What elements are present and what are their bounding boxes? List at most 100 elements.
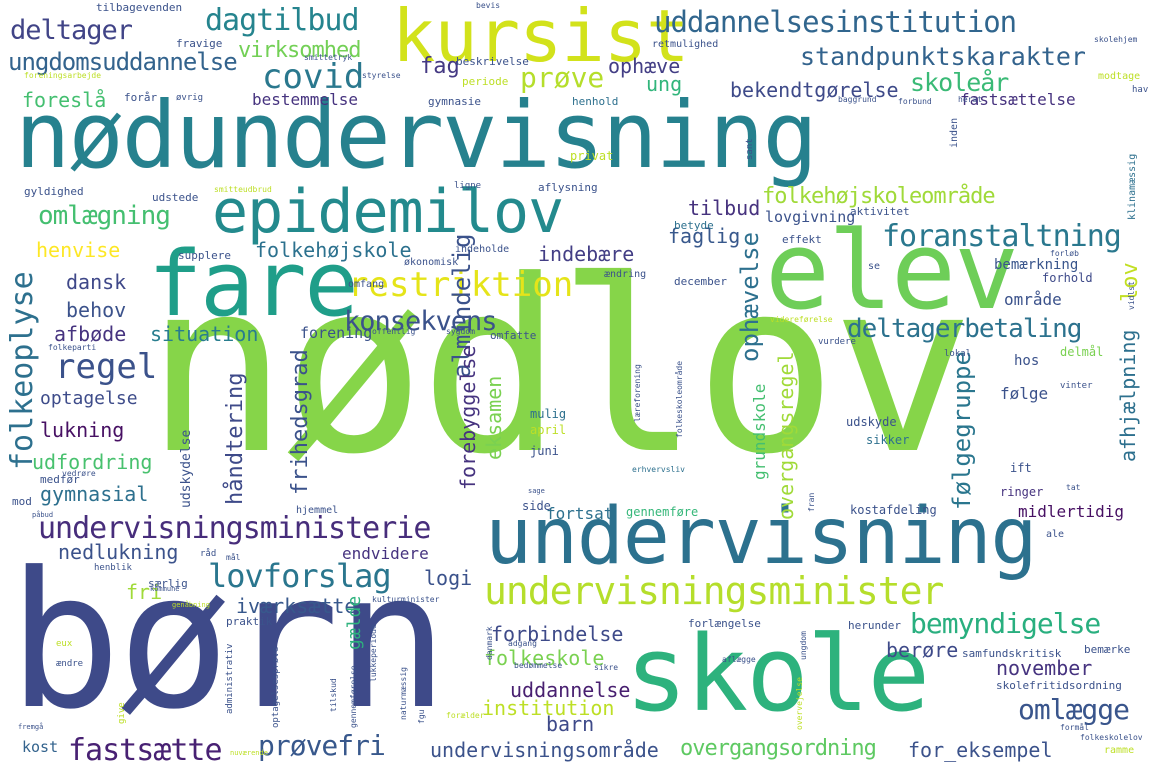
word-omfang: omfang: [348, 279, 385, 290]
word-udskydelse: udskydelse: [179, 429, 194, 508]
word-henblik: henblik: [94, 563, 132, 573]
word-omlaegge: omlægge: [1018, 693, 1130, 726]
word-ivaerksaette: iværksætte: [236, 594, 357, 618]
word-formal: formål: [1060, 723, 1089, 732]
word-nedlukning: nedlukning: [58, 540, 179, 564]
word-indeholde: indeholde: [455, 244, 510, 255]
word-logi: logi: [424, 566, 473, 590]
word-indebaere: indebære: [538, 242, 635, 266]
word-endvidere: endvidere: [342, 544, 429, 563]
word-aflaegge: aflægge: [722, 655, 756, 664]
word-gennemfore: gennemføre: [626, 505, 699, 519]
word-folgegruppe: følgegruppe: [948, 351, 976, 510]
word-prove: prøve: [520, 61, 605, 94]
word-henhold: henhold: [572, 95, 619, 108]
word-undervisning: undervisning: [485, 492, 1038, 582]
word-foresla: foreslå: [22, 88, 107, 112]
word-medfor: medfør: [40, 473, 80, 486]
word-kostafdeling: kostafdeling: [850, 503, 937, 517]
word-folkeskolelov: folkeskolelov: [1080, 733, 1143, 742]
word-ophaeve: ophæve: [608, 54, 681, 78]
word-skolear: skoleår: [910, 68, 1009, 97]
word-klinamaessig: klinamæssig: [1127, 153, 1138, 220]
word-raad: råd: [200, 549, 217, 559]
word-nuvaerende: nuværende: [230, 749, 268, 757]
word-gennemforelse: gennemførelse: [349, 665, 358, 728]
word-kost: kost: [22, 738, 59, 756]
word-privat: privat: [570, 149, 614, 163]
word-lokal: lokal: [944, 349, 972, 359]
word-forebyggelse: forebyggelse: [456, 345, 480, 491]
word-sikker: sikker: [866, 433, 910, 447]
word-erhvervsliv: erhvervsliv: [632, 465, 685, 474]
word-folkeskoleomrade: folkeskoleområde: [675, 360, 684, 438]
word-grundskole: grundskole: [750, 383, 769, 480]
word-aflysning: aflysning: [538, 181, 598, 194]
word-deltagerbetaling: deltagerbetaling: [847, 314, 1082, 344]
word-for-eksempel: for_eksempel: [908, 738, 1053, 762]
word-ung: ung: [646, 72, 683, 96]
word-ungdomsuddannelse: ungdomsuddannelse: [8, 48, 238, 76]
word-modtage: modtage: [1098, 71, 1141, 82]
word-konsekvens: konsekvens: [344, 306, 498, 337]
word-folkeparti: folkeparti: [48, 343, 97, 352]
word-laereforening: læreforening: [633, 364, 642, 422]
word-deltager: deltager: [10, 15, 133, 46]
word-genabning: genåbning: [172, 601, 210, 609]
word-gymnasial: gymnasial: [40, 482, 149, 506]
word-skolefritidsordning: skolefritidsordning: [996, 679, 1122, 692]
word-handtering: håndtering: [223, 372, 248, 505]
word-regel: regel: [55, 347, 158, 387]
word-kursist: kursist: [392, 0, 689, 78]
word-side: side: [522, 499, 551, 513]
word-undervisningsministerie: undervisningsministerie: [38, 511, 431, 546]
word-vedrore: vedrøre: [62, 469, 96, 478]
word-bemaerke: bemærke: [1084, 643, 1131, 656]
word-beskrivelse: beskrivelse: [456, 55, 529, 68]
word-optagelsesprove: optagelsesprøve: [271, 646, 281, 728]
word-born: børn: [8, 532, 449, 751]
word-barn: barn: [546, 712, 595, 736]
word-optagelse: optagelse: [40, 388, 138, 409]
word-institution: institution: [482, 696, 615, 720]
word-styrelse: styrelse: [362, 71, 401, 80]
word-give: give: [117, 702, 127, 724]
word-folkeskole: folkeskole: [484, 646, 605, 670]
word-fremga: fremgå: [18, 723, 44, 731]
word-fran: fran: [807, 492, 816, 512]
word-undervisningsminister: undervisningsminister: [484, 569, 944, 613]
word-vidlst: vidlst: [1127, 281, 1136, 310]
word-overvejelse: overvejelse: [795, 677, 804, 730]
word-faglig: faglig: [668, 224, 741, 248]
word-ringer: ringer: [1000, 485, 1044, 499]
word-fortsat: fortsat: [546, 504, 614, 523]
word-bevis: bevis: [476, 1, 501, 10]
word-overgangsordning: overgangsordning: [680, 736, 877, 761]
word-kulturminister: kulturminister: [372, 595, 440, 604]
word-fag: fag: [420, 54, 460, 79]
word-lukkeperiode: lukkeperiode: [369, 624, 378, 682]
word-smittetryk: smittetryk: [304, 53, 353, 62]
word-overgangsregel: overgangsregel: [774, 351, 798, 520]
word-epidemilov: epidemilov: [212, 177, 564, 247]
word-kommune: kommune: [150, 585, 180, 593]
word-folkeoplyse: folkeoplyse: [5, 271, 40, 470]
word-foranstaltning: foranstaltning: [882, 219, 1122, 254]
word-folkehojskoleomrade: folkehøjskoleområde: [762, 184, 996, 209]
word-gymnasie: gymnasie: [428, 95, 481, 108]
word-retmulighed: retmulighed: [652, 39, 719, 50]
word-sant: sant: [745, 138, 755, 160]
word-bestemmelse: bestemmelse: [252, 90, 358, 109]
word-pabud: påbud: [32, 511, 54, 519]
word-gaelde: gælde: [344, 595, 365, 650]
word-forlob: forløb: [1050, 249, 1079, 258]
word-periode: periode: [462, 75, 509, 88]
word-foreningsarbejde: foreningsarbejde: [24, 71, 102, 80]
word-baggrund: baggrund: [838, 95, 877, 104]
word-delmal: delmål: [1060, 345, 1104, 359]
word-afhjaelpning: afhjælpning: [1116, 329, 1140, 462]
word-omfatte: omfatte: [490, 329, 537, 342]
word-virksomhed: virksomhed: [238, 38, 361, 63]
word-frihedsgrad: friheds­grad: [288, 349, 313, 495]
